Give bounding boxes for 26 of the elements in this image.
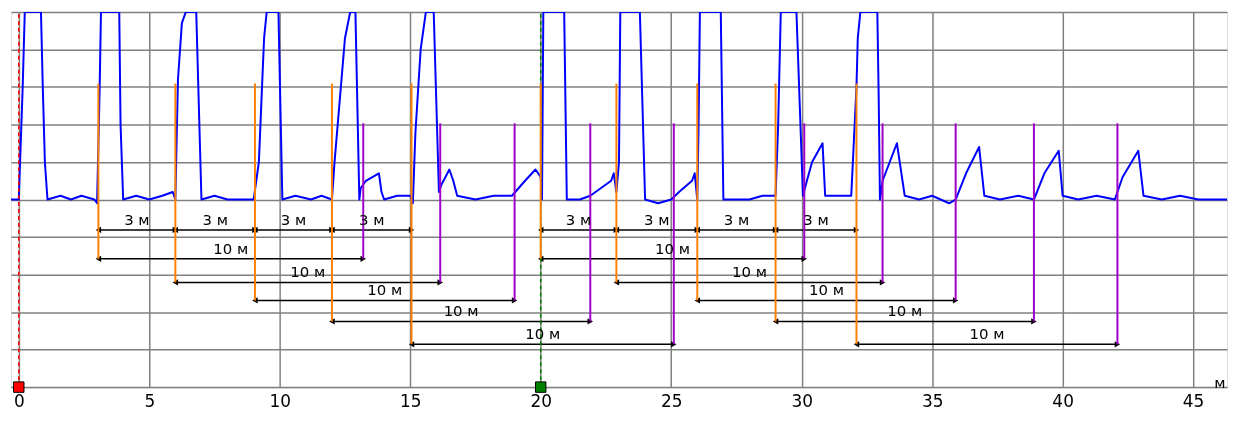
x-tick-label: 25: [660, 390, 683, 411]
annotation: 3 м: [644, 210, 670, 229]
x-tick-label: 45: [1182, 390, 1205, 411]
annotation: 3 м: [280, 210, 307, 229]
x-tick-label: 5: [144, 390, 156, 411]
annotation: 10 м: [525, 325, 561, 344]
annotation: 3 м: [124, 210, 150, 229]
x-tick-label: 20: [530, 390, 552, 411]
annotation: 3 м: [723, 210, 750, 229]
x-tick-label: 35: [921, 390, 944, 411]
x-tick-label: 0: [13, 390, 25, 411]
x-tick-label: 30: [791, 390, 813, 411]
annotation: 10 м: [213, 239, 249, 258]
x-axis-title: м: [1214, 373, 1226, 392]
x-tick-label: 15: [399, 390, 422, 411]
annotation: 10 м: [887, 302, 923, 321]
annotation: 10 м: [969, 325, 1005, 344]
annotation: 10 м: [367, 281, 403, 300]
annotation: 10 м: [808, 281, 844, 300]
annotation: 10 м: [655, 239, 690, 258]
annotation: 10 м: [443, 302, 479, 321]
x-tick-label: 10: [269, 390, 291, 411]
annotation: 10 м: [290, 263, 326, 282]
annotation: 3 м: [202, 210, 228, 229]
annotation: 10 м: [732, 263, 767, 282]
x-tick-label: 40: [1052, 390, 1074, 411]
